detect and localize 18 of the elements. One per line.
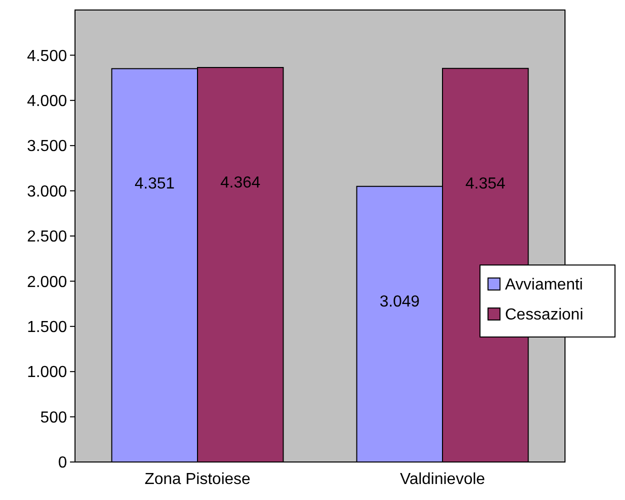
x-tick-label: Zona Pistoiese xyxy=(144,471,251,488)
y-tick-label: 4.500 xyxy=(26,48,68,65)
y-tick-label: 1.000 xyxy=(26,364,68,382)
data-label: 4.354 xyxy=(465,175,506,192)
y-tick-label: 2.000 xyxy=(26,274,68,291)
y-tick-label: 0 xyxy=(58,454,68,472)
y-tick-label: 4.000 xyxy=(26,93,68,110)
legend-label: Avviamenti xyxy=(505,276,583,294)
y-tick-label: 2.500 xyxy=(26,228,68,246)
data-label: 3.049 xyxy=(380,293,420,310)
x-tick-label: Valdinievole xyxy=(400,471,486,488)
legend-label: Cessazioni xyxy=(505,306,584,324)
y-tick-label: 500 xyxy=(40,409,68,426)
data-label: 4.351 xyxy=(134,176,175,193)
y-tick-label: 1.500 xyxy=(26,319,68,336)
y-tick-label: 3.500 xyxy=(26,138,68,156)
y-tick-label: 3.000 xyxy=(26,183,68,200)
data-label: 4.364 xyxy=(220,174,260,192)
